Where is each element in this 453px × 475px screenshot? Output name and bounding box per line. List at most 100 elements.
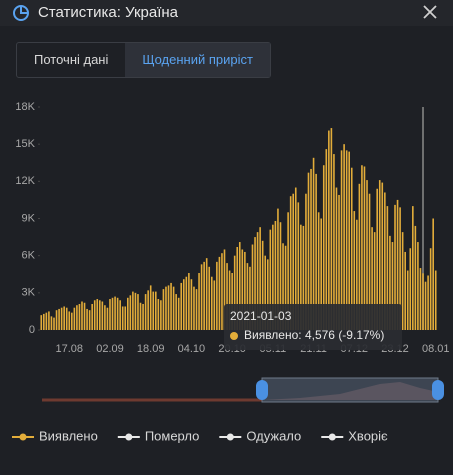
y-tick-label: 0 (29, 324, 35, 336)
bar (406, 270, 409, 330)
bar (165, 286, 167, 330)
bar (216, 261, 218, 330)
legend-dot (328, 433, 336, 441)
bar (358, 183, 361, 330)
bar (233, 255, 236, 330)
legend-label: Виявлено (39, 428, 98, 443)
bar (111, 297, 114, 330)
bar (71, 312, 73, 330)
legend-label: Померло (145, 428, 200, 443)
legend-item[interactable]: Померло (117, 428, 200, 443)
bar (315, 173, 317, 330)
bar (363, 166, 366, 330)
close-button[interactable] (423, 5, 437, 19)
bar (124, 306, 127, 330)
bar (182, 279, 185, 330)
bar (231, 273, 233, 330)
bar (350, 167, 353, 330)
bar (48, 311, 50, 330)
bar (292, 193, 295, 330)
y-tick-label: 12K (15, 175, 35, 187)
bar (287, 212, 289, 330)
bar (226, 263, 228, 330)
legend-label: Одужало (246, 428, 301, 443)
bar (330, 128, 333, 330)
bar (269, 229, 272, 330)
tooltip-label: Виявлено: 4,576 (-9.17%) (244, 328, 384, 342)
y-tick-label: 3K (22, 287, 36, 299)
bar (228, 270, 231, 330)
x-tick-label: 02.09 (96, 343, 124, 355)
bar (434, 270, 437, 330)
bar (119, 300, 121, 330)
bar (139, 302, 142, 330)
legend-item[interactable]: Хворіє (321, 428, 388, 443)
bar (188, 273, 190, 330)
bar (236, 246, 239, 330)
x-tick-label: 08.01 (422, 343, 450, 355)
legend-label: Хворіє (348, 428, 388, 443)
bar (302, 225, 305, 330)
bar (404, 251, 406, 330)
bar (284, 245, 287, 330)
bar (76, 305, 78, 330)
bar (213, 280, 216, 330)
bar (294, 187, 297, 330)
bar (310, 168, 312, 330)
bar (45, 312, 48, 330)
bar (282, 243, 284, 330)
bar (190, 279, 193, 330)
stats-icon (13, 5, 29, 21)
bar (427, 275, 429, 330)
bar (266, 259, 269, 330)
bar (414, 225, 417, 330)
slider-handle[interactable] (256, 380, 268, 400)
bar (167, 285, 170, 330)
bar (147, 290, 149, 330)
bar (300, 224, 302, 330)
y-tick-label: 9K (22, 212, 36, 224)
bar (73, 307, 76, 330)
bar (193, 286, 195, 330)
bar (409, 248, 412, 330)
bar (200, 264, 203, 330)
bar (96, 299, 99, 330)
bar (422, 273, 424, 330)
tooltip-title: 2021-01-03 (230, 309, 292, 323)
legend-item[interactable]: Одужало (219, 428, 301, 443)
bar (53, 317, 55, 330)
y-tick-label: 6K (22, 250, 36, 262)
legend-dot (19, 433, 27, 441)
bar (177, 297, 180, 330)
bar (353, 211, 356, 330)
legend-dot (125, 433, 133, 441)
bar (83, 302, 86, 330)
bar (132, 291, 134, 330)
x-tick-label: 17.08 (56, 343, 84, 355)
bar (381, 182, 384, 330)
bar (40, 315, 43, 330)
bar (289, 196, 292, 330)
bar (249, 266, 251, 330)
bar (312, 157, 315, 330)
bar (244, 251, 246, 330)
bar (259, 227, 261, 330)
bar (91, 303, 93, 330)
bar (241, 249, 244, 330)
bar (106, 307, 109, 330)
tab[interactable]: Поточні дані (34, 52, 109, 67)
slider-handle[interactable] (432, 380, 444, 400)
bar (68, 311, 71, 330)
tab-active[interactable]: Щоденний приріст (125, 43, 270, 77)
bar (256, 232, 259, 330)
bar (238, 242, 241, 330)
bar (137, 294, 139, 330)
bar (210, 276, 213, 330)
bar (58, 308, 60, 330)
legend-item[interactable]: Виявлено (12, 428, 98, 443)
bar (279, 222, 282, 330)
bar (221, 253, 223, 330)
bar (322, 165, 325, 330)
bar (401, 232, 404, 330)
bar (384, 192, 386, 330)
